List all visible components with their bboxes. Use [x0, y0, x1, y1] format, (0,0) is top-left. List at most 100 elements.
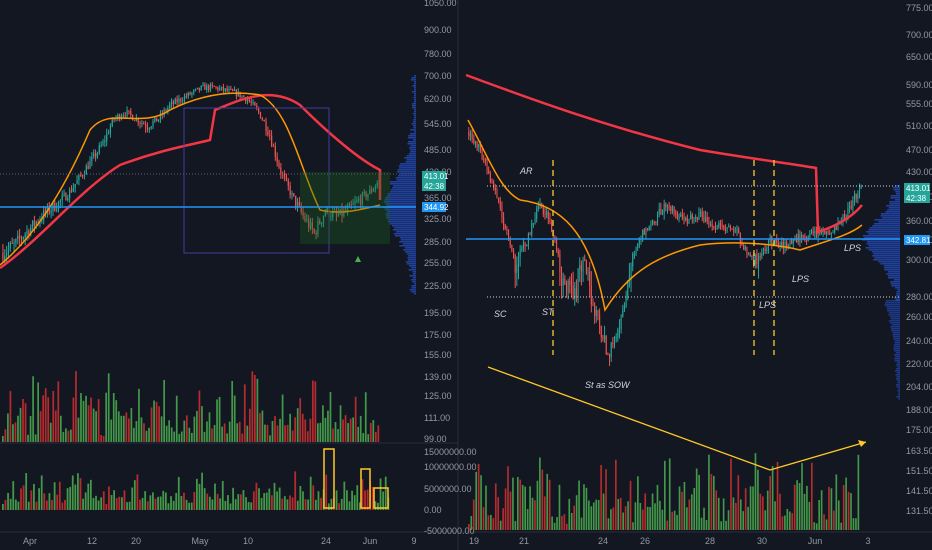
volume-bar	[517, 476, 519, 530]
candle-body	[703, 216, 705, 222]
volume-bar	[211, 428, 213, 442]
candle-body	[137, 118, 139, 123]
volume-oscillator-bar	[79, 478, 82, 510]
volume-oscillator-bar	[7, 492, 9, 510]
volume-profile-bar	[895, 356, 900, 358]
volume-oscillator-bar	[48, 493, 51, 510]
candle-body	[820, 232, 822, 234]
volume-bar	[776, 461, 779, 530]
volume-bar	[610, 509, 612, 530]
volume-oscillator-bar	[2, 503, 4, 510]
right-poc-tag: 342.81	[906, 236, 931, 245]
volume-profile-bar	[886, 308, 900, 310]
candle-body	[556, 239, 558, 251]
volume-profile-bar	[413, 97, 416, 99]
volume-oscillator-bar	[102, 491, 105, 510]
candle-body	[269, 134, 271, 136]
candle-body	[371, 189, 373, 192]
volume-bar	[646, 506, 649, 530]
volume-oscillator-bar	[353, 495, 356, 510]
candle-body	[721, 225, 723, 227]
volume-bar	[57, 381, 60, 442]
volume-bar	[39, 411, 42, 442]
candle-body	[602, 337, 604, 340]
candle-body	[276, 156, 278, 163]
volume-profile-bar	[411, 91, 416, 93]
volume-profile-bar	[398, 165, 416, 167]
volume-bar	[349, 418, 352, 442]
candle-body	[484, 159, 486, 162]
candle-body	[693, 218, 695, 220]
candle-body	[117, 114, 119, 118]
volume-profile-bar	[894, 297, 900, 299]
volume-bar	[578, 480, 580, 530]
volume-oscillator-bar	[309, 476, 312, 510]
volume-profile-bar	[895, 295, 900, 297]
candle-body	[354, 201, 356, 204]
volume-oscillator-bar	[283, 496, 286, 510]
candle-body	[207, 85, 210, 90]
candle-body	[542, 207, 544, 215]
volume-oscillator-bar	[351, 490, 353, 510]
candle-body	[488, 170, 490, 174]
candle-body	[547, 211, 549, 219]
candle-body	[61, 195, 63, 200]
volume-oscillator-bar	[224, 500, 227, 510]
left-y-tick-label: 255.00	[424, 258, 452, 268]
candle-body	[204, 84, 206, 90]
volume-oscillator-bar	[348, 501, 351, 510]
volume-profile-bar	[396, 179, 416, 181]
volume-bar	[344, 415, 347, 442]
volume-profile-bar	[406, 155, 416, 157]
candle-body	[511, 245, 513, 251]
volume-bar	[526, 509, 529, 530]
volume-profile-bar	[873, 253, 900, 255]
ema-line	[0, 92, 381, 266]
volume-profile-bar	[893, 346, 900, 348]
volume-bar	[352, 417, 354, 442]
volume-bar	[762, 496, 764, 530]
candle-body	[829, 233, 831, 235]
left-x-tick-label: May	[191, 536, 209, 546]
candle-body	[476, 141, 478, 148]
volume-profile-bar	[871, 251, 900, 253]
candle-body	[743, 245, 745, 250]
candle-body	[736, 229, 738, 233]
volume-oscillator-bar	[343, 481, 346, 510]
candle-body	[652, 221, 654, 225]
volume-profile-bar	[384, 197, 416, 199]
candle-body	[56, 209, 58, 211]
volume-axis-label: 10000000.00	[424, 462, 477, 472]
volume-profile-bar	[413, 119, 416, 121]
volume-oscillator-bar	[9, 498, 12, 510]
volume-bar	[226, 433, 228, 442]
candle-body	[709, 224, 712, 226]
candle-body	[198, 87, 200, 91]
candle-body	[211, 84, 213, 86]
volume-profile-bar	[894, 342, 900, 344]
volume-bar	[364, 392, 367, 442]
volume-profile-bar	[880, 215, 900, 217]
right-countdown-tag-bg	[904, 193, 930, 203]
volume-bar	[566, 523, 568, 530]
volume-oscillator-bar	[234, 499, 237, 510]
volume-bar	[34, 434, 37, 442]
volume-oscillator-bar	[232, 487, 234, 510]
volume-profile-bar	[891, 330, 900, 332]
volume-oscillator-bar	[154, 498, 157, 510]
volume-bar	[37, 382, 39, 442]
volume-bar	[7, 413, 9, 442]
volume-oscillator-bar	[71, 475, 74, 510]
candle-body	[261, 118, 263, 121]
volume-profile-bar	[409, 265, 416, 267]
volume-bar	[688, 499, 691, 530]
candle-body	[731, 228, 733, 230]
volume-bar	[634, 502, 637, 530]
candle-body	[661, 213, 664, 215]
volume-profile-bar	[389, 223, 416, 225]
volume-bar	[619, 497, 622, 530]
volume-bar	[850, 493, 852, 530]
volume-bar	[600, 464, 602, 530]
candle-body	[183, 96, 186, 101]
candle-body	[319, 220, 321, 224]
